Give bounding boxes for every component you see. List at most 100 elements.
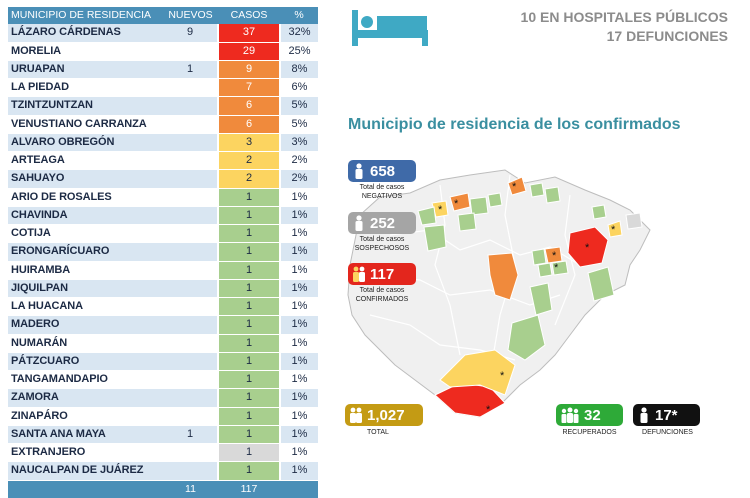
row-nuevos: [163, 78, 218, 98]
confirmados-value: 117: [370, 265, 395, 283]
table-row: LÁZARO CÁRDENAS 9 37 32%: [8, 24, 318, 43]
table-row: COTIJA 1 1%: [8, 224, 318, 244]
hospital-bed-icon: [352, 10, 428, 46]
table-row: HUIRAMBA 1 1%: [8, 261, 318, 280]
row-casos: 7: [217, 78, 281, 98]
table-row: PÁTZCUARO 1 1%: [8, 352, 318, 372]
deaths-text: 17 DEFUNCIONES: [606, 28, 728, 44]
row-pct: 1%: [280, 461, 318, 481]
table-row: TANGAMANDAPIO 1 1%: [8, 370, 318, 390]
row-pct: 1%: [280, 206, 318, 226]
row-municipio: ALVARO OBREGÓN: [8, 133, 163, 153]
row-municipio: JIQUILPAN: [8, 279, 163, 299]
row-municipio: CHAVINDA: [8, 206, 163, 226]
row-casos: 1: [217, 261, 281, 280]
row-pct: 1%: [280, 370, 318, 390]
map-region-zinaparo: [529, 182, 545, 198]
row-municipio: NAUCALPAN DE JUÁREZ: [8, 461, 163, 481]
row-municipio: ARTEAGA: [8, 151, 163, 171]
map-asterisk: *: [454, 198, 459, 210]
totals-pct: [280, 480, 318, 498]
row-nuevos: [163, 279, 218, 299]
table-header-row: MUNICIPIO DE RESIDENCIA NUEVOS CASOS %: [8, 7, 318, 25]
sospechosos-value: 252: [370, 214, 396, 232]
header-pct: %: [280, 7, 318, 25]
row-nuevos: 1: [163, 425, 218, 445]
group-icon: [556, 407, 584, 423]
row-casos: 1: [217, 443, 281, 463]
table-row: CHAVINDA 1 1%: [8, 206, 318, 226]
row-casos: 2: [217, 151, 281, 171]
table-row: ZINAPÁRO 1 1%: [8, 407, 318, 426]
row-casos: 1: [217, 206, 281, 226]
row-municipio: VENUSTIANO CARRANZA: [8, 115, 163, 134]
map-region-tangamandapio: [457, 212, 477, 232]
negativos-badge: 658: [348, 160, 416, 182]
row-casos: 1: [217, 297, 281, 317]
row-municipio: MORELIA: [8, 42, 163, 61]
row-nuevos: [163, 443, 218, 463]
row-municipio: PÁTZCUARO: [8, 352, 163, 372]
row-nuevos: [163, 407, 218, 426]
row-municipio: ARIO DE ROSALES: [8, 188, 163, 207]
sospechosos-caption-2: SOSPECHOSOS: [354, 244, 410, 252]
table-row: SAHUAYO 2 2%: [8, 169, 318, 189]
row-municipio: TANGAMANDAPIO: [8, 370, 163, 390]
negativos-value: 658: [370, 162, 396, 180]
table-row: MADERO 1 1%: [8, 315, 318, 335]
map-region-huiramba: [551, 260, 569, 276]
row-municipio: COTIJA: [8, 224, 163, 244]
negativos-caption: Total de casos NEGATIVOS: [348, 184, 416, 201]
table-row: TZINTZUNTZAN 6 5%: [8, 96, 318, 116]
map-region-jiquilpan: [417, 206, 437, 226]
table-row: JIQUILPAN 1 1%: [8, 279, 318, 299]
row-municipio: SANTA ANA MAYA: [8, 425, 163, 445]
map-region-numaran: [544, 186, 561, 204]
row-casos: 1: [217, 279, 281, 299]
table-row: VENUSTIANO CARRANZA 6 5%: [8, 115, 318, 134]
hospitals-text: 10 EN HOSPITALES PÚBLICOS: [520, 9, 728, 25]
map-region-venustiano-carranza: [449, 192, 471, 212]
table-row: SANTA ANA MAYA 1 1 1%: [8, 425, 318, 445]
row-nuevos: [163, 169, 218, 189]
totals-label: [8, 480, 163, 498]
row-nuevos: [163, 151, 218, 171]
row-municipio: URUAPAN: [8, 60, 163, 80]
row-pct: 5%: [280, 115, 318, 134]
row-pct: 1%: [280, 334, 318, 353]
row-pct: 1%: [280, 352, 318, 372]
row-casos: 6: [217, 96, 281, 116]
row-pct: 1%: [280, 443, 318, 463]
map-asterisk: *: [552, 250, 557, 262]
row-casos: 9: [217, 60, 281, 80]
row-municipio: ZINAPÁRO: [8, 407, 163, 426]
people-icon: [348, 266, 370, 282]
row-pct: 1%: [280, 188, 318, 207]
row-nuevos: [163, 224, 218, 244]
recuperados-value: 32: [584, 406, 601, 424]
total-caption: TOTAL: [367, 429, 389, 436]
negativos-caption-2: NEGATIVOS: [361, 192, 403, 200]
row-casos: 37: [217, 24, 281, 43]
row-pct: 2%: [280, 151, 318, 171]
row-pct: 1%: [280, 279, 318, 299]
row-pct: 1%: [280, 315, 318, 335]
header-casos: CASOS: [218, 7, 280, 25]
map-region-uruapan: [487, 252, 519, 301]
row-pct: 1%: [280, 242, 318, 262]
row-nuevos: [163, 370, 218, 390]
map-region-alvaro-obregon: [607, 220, 623, 238]
row-pct: 1%: [280, 425, 318, 445]
row-nuevos: [163, 242, 218, 262]
map-region-santa-ana-maya: [591, 204, 607, 220]
row-pct: 8%: [280, 60, 318, 80]
row-casos: 1: [217, 242, 281, 262]
row-municipio: MADERO: [8, 315, 163, 335]
row-casos: 29: [217, 42, 281, 61]
totals-casos: 117: [218, 480, 280, 498]
table-row: LA PIEDAD 7 6%: [8, 78, 318, 98]
map-region-madero: [587, 266, 615, 302]
map-asterisk: *: [500, 370, 505, 382]
row-casos: 6: [217, 115, 281, 134]
row-nuevos: [163, 315, 218, 335]
